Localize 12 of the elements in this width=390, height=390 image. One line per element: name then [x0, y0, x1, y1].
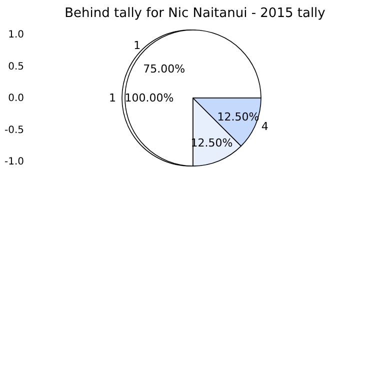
- slice-label: 1: [109, 92, 116, 104]
- chart-title: Behind tally for Nic Naitanui - 2015 tally: [64, 6, 326, 21]
- text: 0.0: [8, 93, 24, 104]
- slice-label: 1: [134, 39, 141, 52]
- data-label: 100.00%: [124, 92, 174, 104]
- data-label: 75.00%: [143, 62, 186, 76]
- text: 1.0: [8, 30, 24, 40]
- text: 0.5: [8, 61, 24, 72]
- text: -1.0: [4, 156, 24, 168]
- data-label: 12.50%: [217, 110, 260, 124]
- text: -0.5: [4, 124, 24, 136]
- slice-label: 4: [261, 120, 268, 133]
